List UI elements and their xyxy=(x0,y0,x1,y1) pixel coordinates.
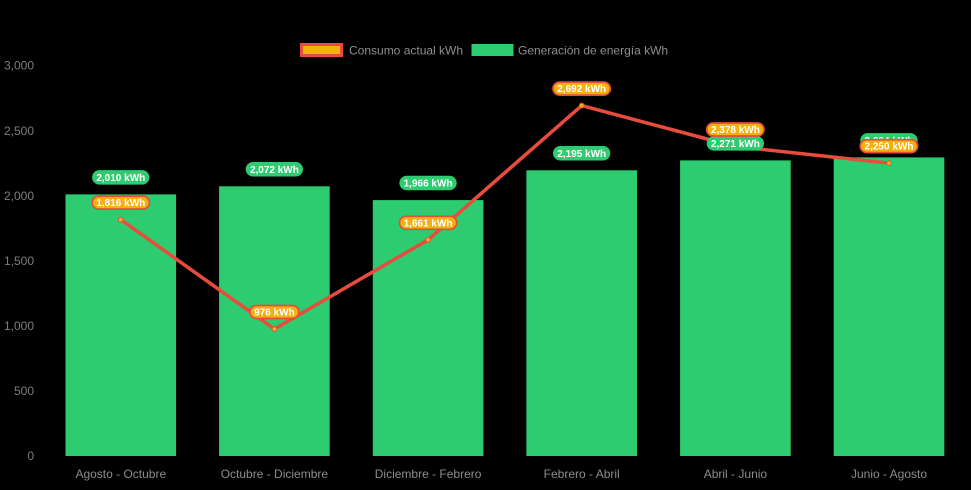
svg-text:2,000: 2,000 xyxy=(4,189,34,203)
svg-text:2,195 kWh: 2,195 kWh xyxy=(557,149,606,160)
svg-text:1,966 kWh: 1,966 kWh xyxy=(404,179,453,190)
svg-text:1,661 kWh: 1,661 kWh xyxy=(404,218,453,229)
svg-text:2,500: 2,500 xyxy=(4,124,34,138)
svg-text:2,010 kWh: 2,010 kWh xyxy=(96,173,145,184)
svg-text:2,378 kWh: 2,378 kWh xyxy=(711,125,760,136)
svg-text:2,271 kWh: 2,271 kWh xyxy=(711,139,760,150)
svg-text:1,816 kWh: 1,816 kWh xyxy=(96,198,145,209)
svg-text:Octubre - Diciembre: Octubre - Diciembre xyxy=(221,467,329,481)
svg-text:500: 500 xyxy=(14,384,34,398)
svg-text:Generación de energía kWh: Generación de energía kWh xyxy=(518,43,668,57)
svg-text:2,072 kWh: 2,072 kWh xyxy=(250,165,299,176)
svg-text:976 kWh: 976 kWh xyxy=(254,308,295,319)
svg-text:0: 0 xyxy=(27,449,34,463)
svg-text:Consumo actual kWh: Consumo actual kWh xyxy=(349,43,463,57)
svg-text:1,000: 1,000 xyxy=(4,319,34,333)
svg-text:Junio - Agosto: Junio - Agosto xyxy=(851,467,927,481)
svg-text:3,000: 3,000 xyxy=(4,59,34,73)
svg-text:Febrero - Abril: Febrero - Abril xyxy=(544,467,620,481)
svg-text:2,250 kWh: 2,250 kWh xyxy=(865,142,914,153)
svg-text:1,500: 1,500 xyxy=(4,254,34,268)
svg-text:Diciembre - Febrero: Diciembre - Febrero xyxy=(375,467,482,481)
svg-text:Abril - Junio: Abril - Junio xyxy=(704,467,768,481)
svg-text:2,692 kWh: 2,692 kWh xyxy=(557,84,606,95)
svg-text:Agosto - Octubre: Agosto - Octubre xyxy=(75,467,166,481)
